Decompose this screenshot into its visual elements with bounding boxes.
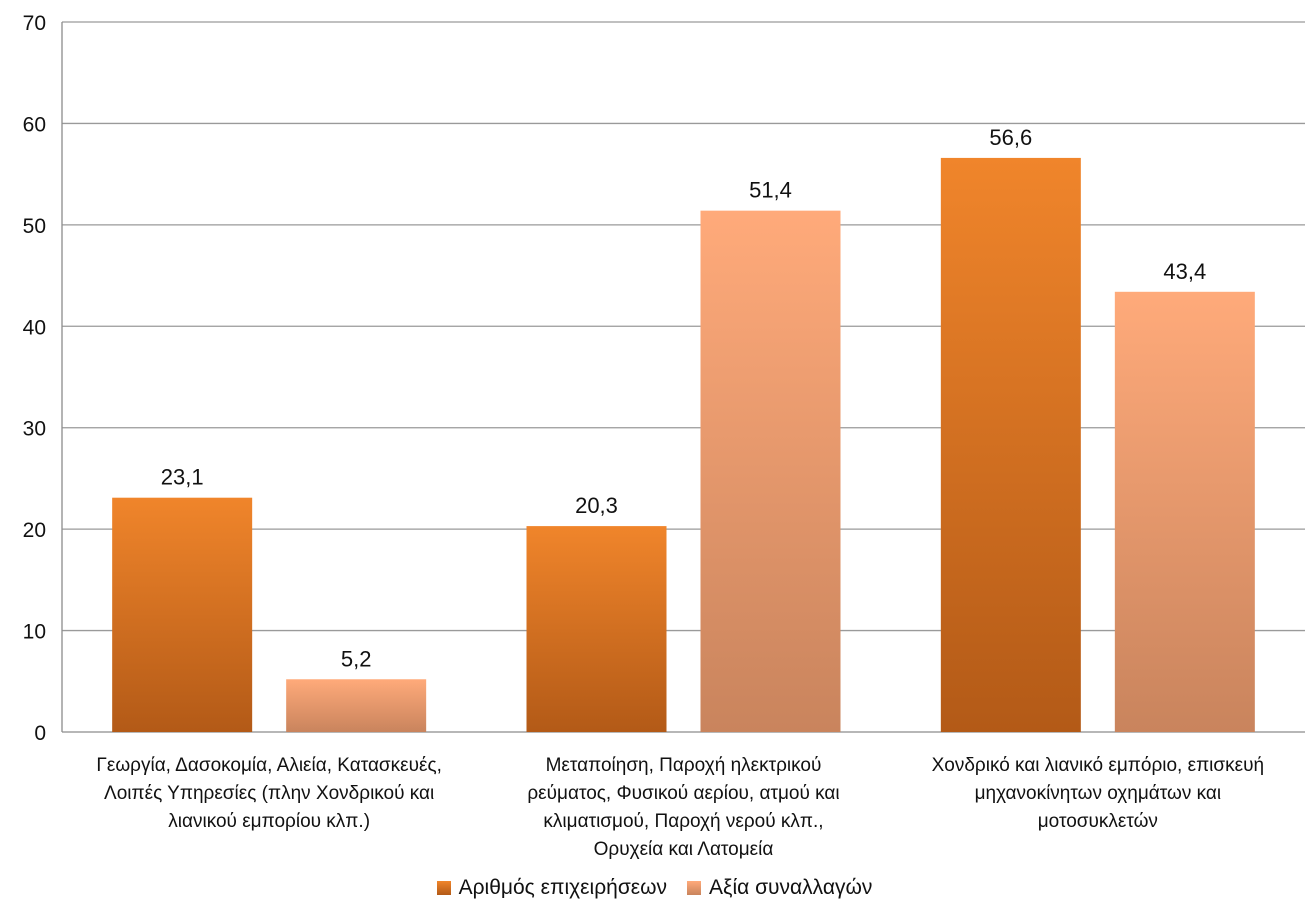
legend-swatch	[687, 881, 702, 895]
y-tick-label: 50	[23, 215, 46, 238]
category-label: Μεταποίηση, Παροχή ηλεκτρικού ρεύματος, …	[527, 755, 840, 860]
y-tick-label: 70	[23, 12, 46, 35]
legend-item: Αριθμός επιχειρήσεων	[436, 876, 668, 900]
bars	[112, 157, 1255, 732]
bar	[1114, 291, 1255, 732]
bar-chart: 23,1 5,2 20,3 51,4 56,6 43,4 0 10 20 30 40 50 60 70	[23, 12, 1305, 745]
y-tick-label: 40	[23, 316, 46, 339]
bar	[112, 497, 253, 732]
data-label: 43,4	[1163, 259, 1206, 284]
y-tick-label: 60	[23, 113, 46, 136]
y-tick-label: 30	[23, 418, 46, 441]
category-label: Χονδρικό και λιανικό εμπόριο, επισκευή μ…	[931, 755, 1265, 832]
y-tick-label: 20	[23, 519, 46, 542]
bar	[940, 157, 1081, 732]
y-tick-label: 10	[23, 621, 46, 644]
legend-item: Αξία συναλλαγών	[687, 876, 872, 900]
data-label: 56,6	[989, 125, 1032, 150]
bar	[526, 526, 667, 732]
data-label: 51,4	[749, 178, 792, 203]
legend-swatch	[436, 881, 451, 895]
legend: Αριθμός επιχειρήσεων Αξία συναλλαγών	[0, 876, 1309, 900]
y-axis-ticks: 0 10 20 30 40 50 60 70	[23, 12, 46, 745]
data-labels: 23,1 5,2 20,3 51,4 56,6 43,4	[161, 125, 1206, 671]
y-tick-label: 0	[34, 722, 46, 745]
data-label: 20,3	[575, 493, 618, 518]
bar	[286, 679, 427, 732]
category-label: Γεωργία, Δασοκομία, Αλιεία, Κατασκευές, …	[96, 755, 442, 832]
gridlines	[61, 21, 1305, 733]
data-label: 5,2	[341, 646, 372, 671]
legend-label: Αξία συναλλαγών	[709, 876, 873, 899]
legend-label: Αριθμός επιχειρήσεων	[458, 876, 668, 899]
bar	[700, 210, 841, 732]
data-label: 23,1	[161, 465, 204, 490]
